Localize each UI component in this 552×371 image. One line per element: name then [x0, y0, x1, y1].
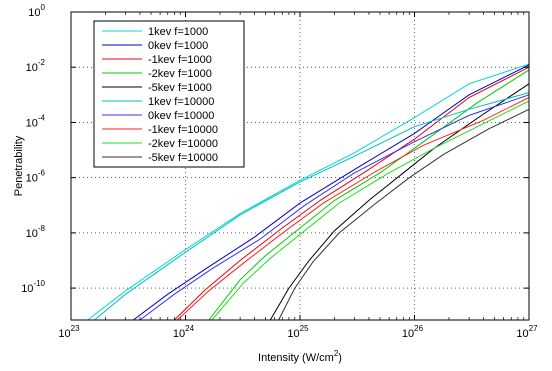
series-line	[87, 63, 530, 321]
legend-label: -2kev f=10000	[148, 138, 218, 150]
legend-label: 1kev f=10000	[148, 96, 214, 108]
legend-label: -1kev f=1000	[148, 54, 212, 66]
y-tick-label: 100	[28, 3, 45, 19]
series-line	[211, 100, 530, 321]
series-line	[278, 108, 530, 321]
x-axis-label: Intensity (W/cm2)	[258, 349, 342, 364]
x-tick-label: 1025	[287, 324, 309, 340]
legend-label: -5kev f=10000	[148, 152, 218, 164]
x-axis-label-main: Intensity (W/cm	[258, 352, 334, 364]
y-tick-label: 10-4	[26, 113, 46, 129]
x-tick-label: 1023	[58, 324, 80, 340]
series-line	[133, 64, 530, 321]
legend-label: 0kev f=10000	[148, 110, 214, 122]
y-tick-label: 10-2	[26, 58, 46, 74]
y-axis-ticks: 100 10-2 10-4 10-6 10-8 10-10	[21, 3, 529, 295]
series-line	[94, 92, 530, 321]
series-line	[269, 83, 530, 321]
legend-label: 0kev f=1000	[148, 40, 208, 52]
legend-label: -5kev f=1000	[148, 82, 212, 94]
y-tick-label: 10-8	[26, 224, 46, 240]
x-tick-label: 1026	[402, 324, 424, 340]
legend-label: 1kev f=1000	[148, 26, 208, 38]
series-line	[177, 97, 530, 321]
series-line	[174, 66, 530, 321]
x-tick-label: 1024	[173, 324, 195, 340]
y-tick-label: 10-10	[21, 279, 45, 295]
x-axis-label-sup: 2	[334, 349, 339, 358]
legend-label: -1kev f=10000	[148, 124, 218, 136]
y-axis-label: Penetrability	[13, 135, 25, 196]
x-axis-ticks: 1023 1024 1025 1026 1027	[58, 12, 538, 340]
x-tick-label: 1027	[516, 324, 538, 340]
x-axis-label-end: )	[338, 352, 342, 364]
series-line	[208, 69, 530, 321]
series-line	[139, 94, 530, 321]
y-tick-label: 10-6	[26, 169, 46, 185]
series-group	[87, 63, 530, 321]
legend: 1kev f=1000 0kev f=1000 -1kev f=1000 -2kev …	[93, 20, 245, 168]
legend-label: -2kev f=1000	[148, 68, 212, 80]
